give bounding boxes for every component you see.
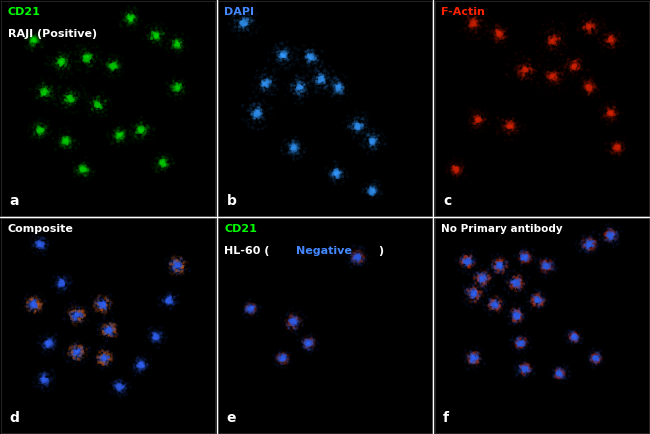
Text: Composite: Composite (8, 224, 73, 234)
Text: RAJI (Positive): RAJI (Positive) (8, 29, 97, 39)
Text: f: f (443, 411, 449, 424)
Text: No Primary antibody: No Primary antibody (441, 224, 563, 234)
Text: DAPI: DAPI (224, 7, 254, 17)
Text: CD21: CD21 (224, 224, 257, 234)
Text: ): ) (378, 246, 383, 256)
Text: F-Actin: F-Actin (441, 7, 485, 17)
Text: b: b (227, 194, 237, 207)
Text: c: c (443, 194, 452, 207)
Text: HL-60 (: HL-60 ( (224, 246, 270, 256)
Text: e: e (227, 411, 236, 424)
Text: d: d (10, 411, 20, 424)
Text: CD21: CD21 (8, 7, 40, 17)
Text: a: a (10, 194, 20, 207)
Text: Negative: Negative (296, 246, 352, 256)
